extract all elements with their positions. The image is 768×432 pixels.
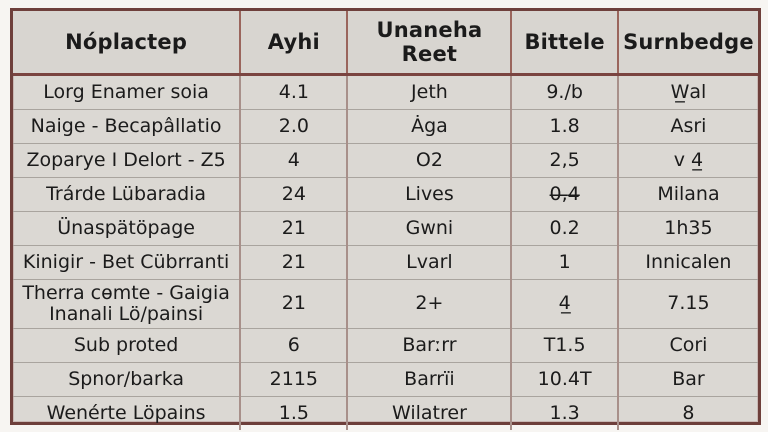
- table-cell: Lives: [346, 177, 512, 212]
- table-cell: Wenérte Löpains: [13, 396, 241, 430]
- table-cell: Naige - Becapâllatio: [13, 109, 241, 144]
- table-row: Naige - Becapâllatio 2.0 Ȧga 1.8 Asri: [13, 109, 758, 144]
- table-cell: O2: [346, 143, 512, 178]
- data-table: Nóplactep Ayhi Unaneha Reet Bittele Surn…: [13, 11, 758, 430]
- table-cell: 10.4T: [510, 362, 618, 397]
- table-row: Lorg Enamer soia 4.1 Jeth 9./b W̲al: [13, 74, 758, 110]
- table-cell: 21: [239, 211, 348, 246]
- column-header-bittele: Bittele: [510, 11, 618, 76]
- table-cell: Therra cɵmte - Gaigia Inanali Lö/painsi: [13, 279, 241, 329]
- table-cell: 4: [239, 143, 348, 178]
- table-header-row: Nóplactep Ayhi Unaneha Reet Bittele Surn…: [13, 11, 758, 76]
- table-cell: v 4̲: [616, 143, 758, 178]
- table-cell: Cori: [616, 328, 758, 363]
- table-cell: Bar: [616, 362, 758, 397]
- table-cell: Milana: [616, 177, 758, 212]
- table-cell: Lvarl: [346, 245, 512, 280]
- table-cell: Barrïi: [346, 362, 512, 397]
- table-cell: Ȧga: [346, 109, 512, 144]
- data-table-frame: Nóplactep Ayhi Unaneha Reet Bittele Surn…: [10, 8, 761, 430]
- table-cell: Ünaspätöpage: [13, 211, 241, 246]
- table-cell: 0̶,̶4̶: [510, 177, 618, 212]
- table-cell: 1.5: [239, 396, 348, 430]
- column-header-noplactep: Nóplactep: [13, 11, 241, 76]
- table-row: Zoparye I Delort - Z5 4 O2 2,5 v 4̲: [13, 143, 758, 178]
- table-cell: 24: [239, 177, 348, 212]
- table-row: Spnor/barka 2115 Barrïi 10.4T Bar: [13, 362, 758, 397]
- table-row: Kinigir - Bet Cübrranti 21 Lvarl 1 Innic…: [13, 245, 758, 280]
- table-cell: 7.15: [616, 279, 758, 329]
- table-cell: T1.5: [510, 328, 618, 363]
- table-cell: W̲al: [616, 74, 758, 110]
- table-cell: Jeth: [346, 74, 512, 110]
- table-cell: Barːrr: [346, 328, 512, 363]
- table-cell: Asri: [616, 109, 758, 144]
- table-cell: Wilatrer: [346, 396, 512, 430]
- table-cell: 2,5: [510, 143, 618, 178]
- table-cell: 2115: [239, 362, 348, 397]
- column-header-ayhi: Ayhi: [239, 11, 348, 76]
- table-row: Wenérte Löpains 1.5 Wilatrer 1.3 8: [13, 396, 758, 430]
- table-cell: 1: [510, 245, 618, 280]
- table-row: Therra cɵmte - Gaigia Inanali Lö/painsi …: [13, 279, 758, 329]
- column-header-surnbedge: Surnbedge: [616, 11, 758, 76]
- table-cell: 1.8: [510, 109, 618, 144]
- table-cell: 4.1: [239, 74, 348, 110]
- table-cell: 2+: [346, 279, 512, 329]
- table-row: Sub proted 6 Barːrr T1.5 Cori: [13, 328, 758, 363]
- table-cell: Lorg Enamer soia: [43, 80, 209, 103]
- table-cell: Kinigir - Bet Cübrranti: [13, 245, 241, 280]
- table-cell: 2.0: [239, 109, 348, 144]
- table-cell: 8: [616, 396, 758, 430]
- table-cell: 4̲: [510, 279, 618, 329]
- table-cell: Spnor/barka: [13, 362, 241, 397]
- table-cell: 21: [239, 245, 348, 280]
- table-cell: Innicalen: [616, 245, 758, 280]
- table-row: Ünaspätöpage 21 Gwni 0.2 1h35: [13, 211, 758, 246]
- table-cell: 0.2: [510, 211, 618, 246]
- table-cell: Zoparye I Delort - Z5: [13, 143, 241, 178]
- table-cell: 1h35: [616, 211, 758, 246]
- column-header-unaneha-reet: Unaneha Reet: [346, 11, 512, 76]
- table-cell: Sub proted: [13, 328, 241, 363]
- table-cell: 1.3: [510, 396, 618, 430]
- table-cell: Gwni: [346, 211, 512, 246]
- table-cell: 21: [239, 279, 348, 329]
- table-cell: 6: [239, 328, 348, 363]
- table-row: Trárde Lübaradia 24 Lives 0̶,̶4̶ Milana: [13, 177, 758, 212]
- table-cell: 9./b: [510, 74, 618, 110]
- table-cell: Trárde Lübaradia: [13, 177, 241, 212]
